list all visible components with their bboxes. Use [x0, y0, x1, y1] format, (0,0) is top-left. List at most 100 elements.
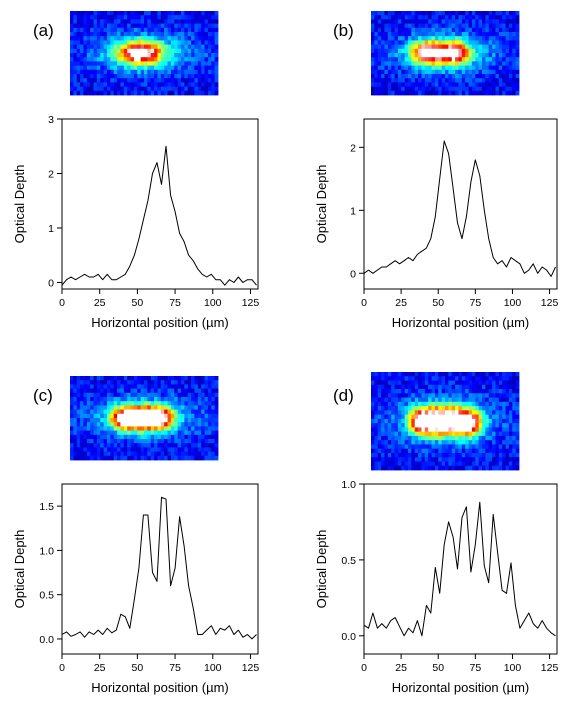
image-pixel	[133, 455, 138, 461]
image-pixel	[90, 53, 94, 58]
image-pixel	[157, 422, 162, 427]
absorption-image	[371, 372, 520, 471]
image-pixel	[431, 27, 436, 33]
image-pixel	[434, 410, 439, 416]
image-pixel	[130, 388, 135, 394]
image-pixel	[201, 69, 205, 75]
image-pixel	[428, 69, 432, 75]
image-pixel	[515, 414, 520, 420]
image-pixel	[458, 57, 463, 62]
image-pixel	[197, 15, 202, 20]
image-pixel	[204, 413, 209, 419]
image-pixel	[441, 48, 446, 54]
image-pixel	[458, 372, 463, 377]
image-pixel	[401, 86, 406, 92]
image-pixel	[428, 376, 432, 381]
image-pixel	[150, 48, 155, 54]
image-pixel	[117, 380, 121, 385]
image-pixel	[197, 53, 202, 58]
image-pixel	[502, 11, 506, 16]
image-pixel	[197, 388, 202, 394]
image-pixel	[488, 44, 493, 50]
image-pixel	[90, 409, 94, 415]
absorption-image	[70, 11, 219, 96]
plot-frame	[61, 118, 259, 290]
image-pixel	[83, 23, 88, 29]
image-pixel	[201, 32, 205, 37]
image-pixel	[110, 451, 115, 457]
image-pixel	[438, 78, 443, 83]
image-pixel	[515, 393, 520, 398]
image-pixel	[83, 388, 88, 394]
image-pixel	[164, 443, 168, 448]
image-pixel	[137, 57, 142, 62]
image-pixel	[394, 40, 399, 45]
image-pixel	[107, 397, 111, 402]
image-pixel	[448, 380, 453, 386]
image-pixel	[438, 53, 443, 58]
image-pixel	[211, 380, 216, 385]
image-pixel	[384, 418, 389, 424]
image-pixel	[441, 23, 446, 29]
image-pixel	[478, 427, 483, 433]
image-pixel	[120, 23, 125, 29]
image-pixel	[445, 465, 449, 471]
image-pixel	[377, 410, 382, 416]
image-pixel	[137, 380, 142, 385]
image-pixel	[127, 36, 131, 41]
image-pixel	[201, 443, 205, 448]
image-pixel	[73, 57, 78, 62]
image-pixel	[468, 74, 473, 79]
image-pixel	[498, 448, 503, 454]
image-pixel	[384, 406, 389, 411]
image-pixel	[468, 431, 473, 437]
image-pixel	[164, 57, 168, 62]
image-pixel	[76, 439, 81, 444]
image-pixel	[100, 61, 105, 66]
image-pixel	[458, 465, 463, 471]
image-pixel	[137, 388, 142, 394]
image-pixel	[461, 431, 466, 437]
image-pixel	[401, 27, 406, 33]
image-pixel	[384, 376, 389, 381]
image-pixel	[387, 53, 392, 58]
image-pixel	[471, 406, 476, 411]
image-pixel	[465, 65, 469, 71]
image-pixel	[204, 61, 209, 66]
image-pixel	[431, 82, 436, 87]
image-pixel	[492, 40, 496, 45]
image-pixel	[80, 430, 84, 436]
image-pixel	[174, 32, 179, 37]
image-pixel	[204, 40, 209, 45]
image-pixel	[434, 461, 439, 467]
image-pixel	[170, 11, 175, 16]
image-pixel	[211, 388, 216, 394]
image-pixel	[140, 447, 145, 452]
image-pixel	[184, 86, 189, 92]
image-pixel	[191, 23, 195, 29]
image-pixel	[512, 11, 517, 16]
image-pixel	[408, 376, 412, 381]
image-pixel	[408, 74, 412, 79]
image-pixel	[411, 74, 416, 79]
image-pixel	[130, 61, 135, 66]
image-pixel	[478, 414, 483, 420]
image-pixel	[394, 57, 399, 62]
image-pixel	[187, 376, 192, 381]
image-pixel	[482, 372, 486, 377]
image-pixel	[207, 439, 212, 444]
image-pixel	[512, 440, 517, 445]
image-pixel	[184, 65, 189, 71]
image-pixel	[441, 461, 446, 467]
image-pixel	[404, 427, 409, 433]
image-pixel	[100, 90, 105, 96]
image-pixel	[187, 443, 192, 448]
image-pixel	[455, 40, 459, 45]
image-pixel	[431, 427, 436, 433]
image-pixel	[73, 53, 78, 58]
image-pixel	[401, 401, 406, 407]
image-pixel	[86, 19, 91, 24]
image-pixel	[147, 40, 152, 45]
image-pixel	[485, 23, 490, 29]
image-pixel	[498, 444, 503, 450]
